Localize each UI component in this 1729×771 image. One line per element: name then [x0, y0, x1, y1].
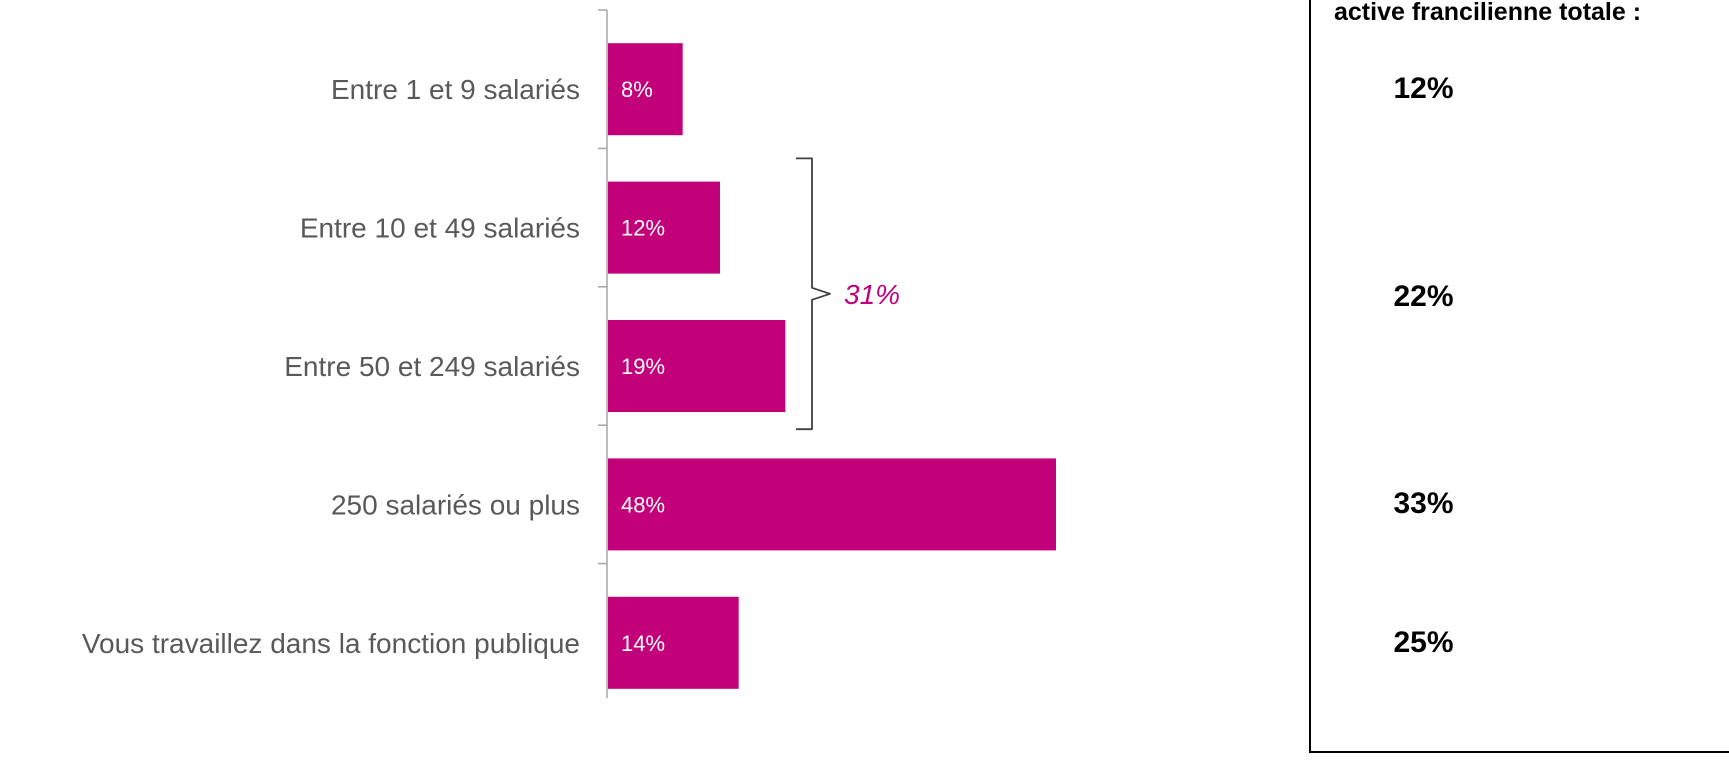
category-label: Entre 50 et 249 salariés	[284, 351, 580, 382]
bar-value-label: 14%	[621, 631, 665, 656]
bar	[608, 43, 683, 136]
bar	[608, 596, 739, 689]
bracket-total-label: 31%	[844, 279, 900, 310]
bar	[608, 458, 1056, 551]
reference-value: 25%	[1393, 625, 1454, 659]
bar	[608, 320, 786, 412]
bar-value-label: 12%	[621, 216, 665, 241]
category-label: 250 salariés ou plus	[331, 489, 580, 520]
bar-value-label: 8%	[621, 77, 653, 102]
reference-panel: active francilienne totale : 12% 22% 33% 25…	[1309, 0, 1729, 753]
bars-layer: 8% Entre 1 et 9 salariés 12% Entre 10 et 49…	[82, 9, 1056, 698]
reference-value: 12%	[1393, 72, 1454, 106]
bar-value-label: 48%	[621, 492, 665, 517]
bar-chart: 8% Entre 1 et 9 salariés 12% Entre 10 et 49…	[82, 9, 1056, 698]
category-label: Vous travaillez dans la fonction publiqu…	[82, 628, 580, 659]
reference-value: 33%	[1393, 487, 1454, 521]
bar-value-label: 19%	[621, 354, 665, 379]
bar	[608, 181, 720, 274]
reference-value: 22%	[1393, 279, 1454, 313]
category-label: Entre 10 et 49 salariés	[300, 213, 580, 244]
category-label: Entre 1 et 9 salariés	[331, 74, 580, 105]
bracket	[796, 157, 831, 431]
reference-panel-heading: active francilienne totale :	[1334, 0, 1642, 26]
